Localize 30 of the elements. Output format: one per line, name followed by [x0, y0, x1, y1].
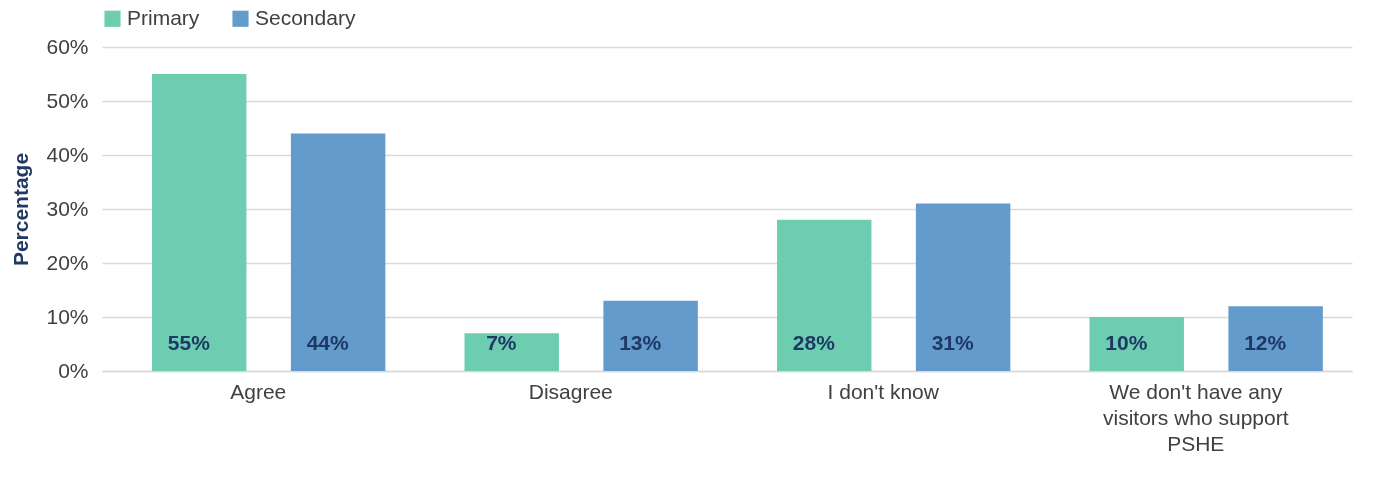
data-label: 31%	[931, 331, 975, 354]
bar	[1228, 306, 1323, 371]
bar	[464, 333, 559, 371]
y-tick-label: 10%	[46, 304, 89, 328]
data-label: 55%	[167, 331, 211, 354]
bar	[1089, 317, 1184, 371]
data-label: 28%	[792, 331, 836, 354]
bar	[290, 133, 386, 371]
data-label: 10%	[1105, 331, 1148, 354]
y-tick-label: 50%	[46, 88, 89, 112]
data-label: 7%	[486, 331, 517, 354]
y-tick-label: 40%	[46, 142, 89, 166]
y-tick-label: 0%	[58, 358, 89, 382]
x-tick-label: Agree	[230, 379, 287, 403]
x-tick-label: We don't have any visitors who support PSHE	[1102, 379, 1289, 455]
x-tick-label: I don't know	[827, 379, 940, 403]
x-tick-label: Disagree	[528, 379, 613, 403]
y-axis-title: Percentage	[9, 152, 33, 267]
y-tick-label: 30%	[46, 196, 89, 220]
bar	[915, 203, 1011, 371]
bar	[603, 300, 698, 371]
y-tick-label: 60%	[46, 34, 89, 58]
bar	[777, 219, 872, 371]
legend-label: Primary	[127, 5, 200, 29]
data-label: 12%	[1244, 331, 1287, 354]
y-tick-label: 20%	[46, 250, 89, 274]
data-label: 13%	[619, 331, 662, 354]
bar	[152, 74, 247, 371]
data-label: 44%	[306, 331, 350, 354]
legend-label: Secondary	[255, 5, 356, 29]
